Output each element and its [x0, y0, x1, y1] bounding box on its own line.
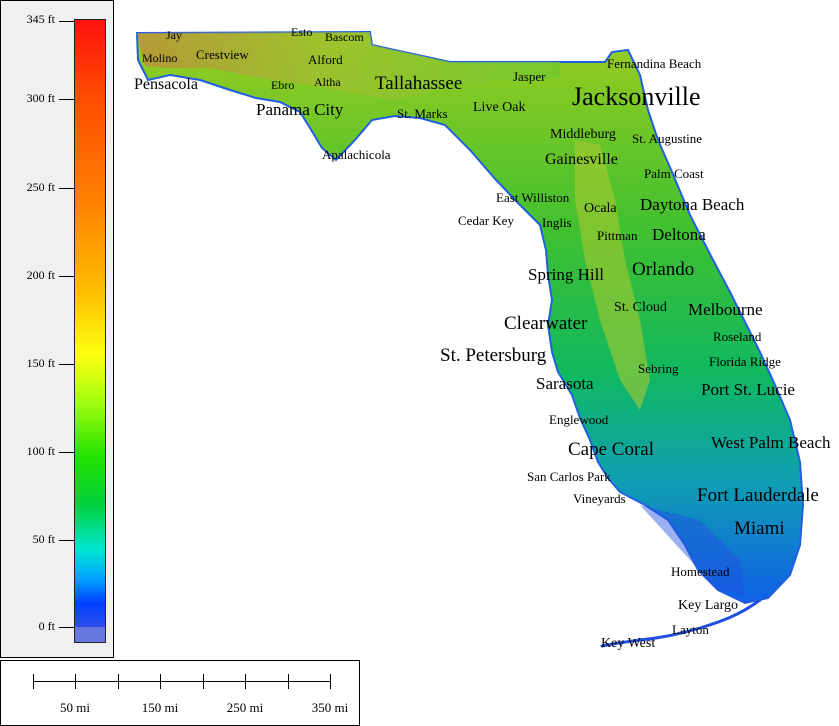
legend-tick	[59, 188, 74, 189]
city-label-homestead: Homestead	[671, 564, 730, 579]
city-label-inglis: Inglis	[542, 215, 572, 230]
city-label-vineyards: Vineyards	[573, 491, 626, 506]
city-label-molino: Molino	[142, 51, 178, 65]
city-label-fort-lauderdale: Fort Lauderdale	[697, 485, 819, 506]
city-label-gainesville: Gainesville	[545, 151, 618, 168]
city-label-englewood: Englewood	[549, 412, 609, 427]
city-label-spring-hill: Spring Hill	[528, 265, 605, 284]
legend-tick-label: 250 ft	[26, 180, 55, 194]
city-label-sarasota: Sarasota	[536, 374, 594, 393]
city-label-st-marks: St. Marks	[397, 106, 448, 121]
legend-tick	[59, 21, 74, 22]
florida-keys	[600, 598, 762, 648]
city-label-apalachicola: Apalachicola	[322, 147, 391, 162]
city-label-st-cloud: St. Cloud	[614, 300, 667, 315]
city-label-jay: Jay	[166, 28, 182, 42]
city-label-roseland: Roseland	[713, 329, 762, 344]
city-label-florida-ridge: Florida Ridge	[709, 354, 781, 369]
city-label-east-williston: East Williston	[496, 190, 570, 205]
scale-tick	[118, 674, 119, 689]
city-label-key-largo: Key Largo	[678, 598, 738, 613]
city-label-san-carlos-park: San Carlos Park	[527, 469, 611, 484]
legend-tick	[59, 452, 74, 453]
legend-tick-label: 50 ft	[32, 532, 55, 546]
city-label-palm-coast: Palm Coast	[644, 166, 704, 181]
scale-tick	[75, 674, 76, 689]
city-label-tallahassee: Tallahassee	[375, 73, 463, 94]
city-label-pittman: Pittman	[597, 228, 638, 243]
city-label-middleburg: Middleburg	[550, 127, 616, 142]
city-label-esto: Esto	[291, 25, 313, 39]
legend-tick-label: 300 ft	[26, 91, 55, 105]
city-label-panama-city: Panama City	[256, 100, 344, 119]
city-label-cape-coral: Cape Coral	[568, 439, 655, 460]
scale-label: 350 mi	[311, 700, 349, 715]
city-label-pensacola: Pensacola	[134, 76, 198, 93]
legend-tick-label: 150 ft	[26, 356, 55, 370]
legend-tick	[59, 364, 74, 365]
city-label-key-west: Key West	[601, 636, 656, 651]
scale-tick	[288, 674, 289, 689]
everglades	[640, 505, 745, 595]
city-label-melbourne: Melbourne	[688, 300, 763, 319]
city-label-layton: Layton	[672, 622, 709, 637]
panhandle-highlands	[137, 32, 560, 100]
sea-level-swatch	[74, 627, 106, 643]
city-label-cedar-key: Cedar Key	[458, 213, 514, 228]
elevation-color-ramp	[74, 19, 106, 629]
city-label-miami: Miami	[734, 518, 785, 539]
city-label-fernandina-beach: Fernandina Beach	[607, 56, 702, 71]
elevation-legend: 345 ft 300 ft 250 ft 200 ft 150 ft 100 f…	[0, 0, 114, 658]
city-label-daytona-beach: Daytona Beach	[640, 195, 745, 214]
city-label-port-st-lucie: Port St. Lucie	[701, 380, 795, 399]
scale-tick	[203, 674, 204, 689]
legend-tick	[59, 99, 74, 100]
scale-label: 250 mi	[226, 700, 264, 715]
scale-tick	[245, 674, 246, 689]
legend-tick-label: 100 ft	[26, 444, 55, 458]
city-label-ebro: Ebro	[271, 78, 295, 92]
florida-landmass	[135, 30, 805, 605]
city-label-altha: Altha	[314, 75, 341, 89]
scale-tick	[330, 674, 331, 689]
scale-label: 50 mi	[60, 700, 90, 715]
city-label-orlando: Orlando	[632, 259, 695, 280]
scale-tick	[160, 674, 161, 689]
city-label-west-palm-beach: West Palm Beach	[711, 433, 831, 452]
city-label-crestview: Crestview	[196, 47, 249, 62]
legend-tick	[59, 276, 74, 277]
city-label-bascom: Bascom	[325, 30, 364, 44]
city-label-st-augustine: St. Augustine	[632, 131, 703, 146]
legend-tick-label: 345 ft	[26, 12, 55, 26]
legend-tick-label: 0 ft	[38, 619, 55, 633]
scale-bar: 50 mi 150 mi 250 mi 350 mi	[0, 660, 360, 726]
central-ridge	[575, 140, 650, 410]
scale-label: 150 mi	[141, 700, 179, 715]
city-label-jacksonville: Jacksonville	[572, 82, 701, 111]
scale-line	[33, 681, 331, 682]
legend-tick-label: 200 ft	[26, 268, 55, 282]
city-label-live-oak: Live Oak	[473, 100, 526, 115]
city-label-deltona: Deltona	[652, 225, 706, 244]
city-label-jasper: Jasper	[513, 69, 546, 84]
legend-tick	[59, 627, 74, 628]
city-label-alford: Alford	[308, 52, 343, 67]
legend-tick	[59, 540, 74, 541]
scale-tick	[33, 674, 34, 689]
city-label-st-petersburg: St. Petersburg	[440, 345, 547, 366]
city-label-clearwater: Clearwater	[504, 313, 588, 334]
city-label-ocala: Ocala	[584, 201, 617, 216]
florida-elevation-map	[135, 30, 805, 648]
city-label-sebring: Sebring	[638, 361, 679, 376]
